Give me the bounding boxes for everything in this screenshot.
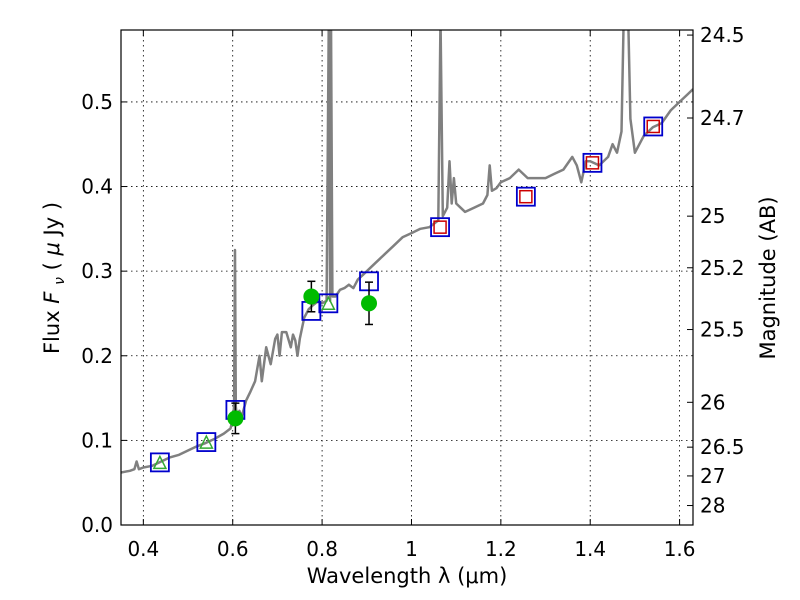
observed-photometry-point bbox=[227, 410, 244, 427]
model-inner-square bbox=[433, 220, 447, 234]
x-tick-label: 0.6 bbox=[217, 537, 249, 561]
y-label-symbol: F bbox=[40, 291, 64, 304]
mag-tick-label: 26.5 bbox=[700, 435, 745, 459]
y-label-suffix: Jy ) bbox=[40, 202, 64, 238]
model-inner-triangle bbox=[321, 295, 336, 311]
plot-area bbox=[121, 30, 693, 525]
model-inner-triangle bbox=[152, 454, 168, 470]
x-tick-label: 1.2 bbox=[485, 537, 517, 561]
y-axis-label: Flux F ν ( μ Jy ) bbox=[40, 202, 69, 354]
marker-layer bbox=[149, 116, 664, 473]
x-tick-label: 1 bbox=[405, 537, 418, 561]
x-axis-label: Wavelength λ (μm) bbox=[307, 564, 508, 588]
mag-tick-label: 28 bbox=[700, 494, 725, 518]
y2-axis-label: Magnitude (AB) bbox=[756, 196, 780, 359]
mag-tick-label: 25.5 bbox=[700, 318, 745, 342]
x-tick-label: 1.6 bbox=[664, 537, 696, 561]
mag-tick-label: 25 bbox=[700, 204, 725, 228]
y-tick-label: 0.5 bbox=[81, 90, 113, 114]
mag-tick-label: 24.7 bbox=[700, 106, 745, 130]
y-label-mid: ( bbox=[40, 256, 64, 271]
ticks: 0.4 0.6 0.8 1 1.2 1.4 1.6 0.0 0.1 0.2 0.3 0.4 0.5 24.… bbox=[81, 23, 744, 561]
y-label-prefix: Flux bbox=[40, 304, 64, 354]
model-inner-square bbox=[646, 119, 660, 134]
y-tick-label: 0.3 bbox=[81, 259, 113, 283]
mag-tick-label: 27 bbox=[700, 464, 725, 488]
model-inner-square bbox=[519, 189, 533, 204]
y-label-mu: μ bbox=[40, 242, 64, 256]
x-tick-label: 0.8 bbox=[306, 537, 338, 561]
observed-photometry-point bbox=[361, 295, 378, 312]
y-tick-label: 0.0 bbox=[81, 513, 113, 537]
model-inner-square bbox=[585, 156, 600, 170]
mag-tick-label: 26 bbox=[700, 390, 725, 414]
model-photometry-box bbox=[643, 116, 664, 137]
y-tick-label: 0.4 bbox=[81, 175, 113, 199]
x-tick-label: 0.4 bbox=[127, 537, 159, 561]
model-photometry-box bbox=[582, 152, 603, 173]
mag-tick-label: 25.2 bbox=[700, 256, 745, 280]
observed-photometry-point bbox=[303, 288, 320, 305]
model-inner-triangle bbox=[199, 434, 214, 449]
model-photometry-box bbox=[318, 293, 339, 314]
y-tick-label: 0.1 bbox=[81, 428, 113, 452]
model-photometry-box bbox=[430, 217, 450, 238]
model-photometry-box bbox=[149, 452, 170, 473]
model-photometry-box bbox=[196, 432, 217, 452]
model-photometry-box bbox=[515, 186, 536, 207]
mag-tick-label: 24.5 bbox=[700, 23, 745, 47]
plot-frame bbox=[120, 29, 694, 526]
x-tick-label: 1.4 bbox=[574, 537, 606, 561]
y-tick-label: 0.2 bbox=[81, 344, 113, 368]
y-label-subscript: ν bbox=[52, 277, 68, 285]
